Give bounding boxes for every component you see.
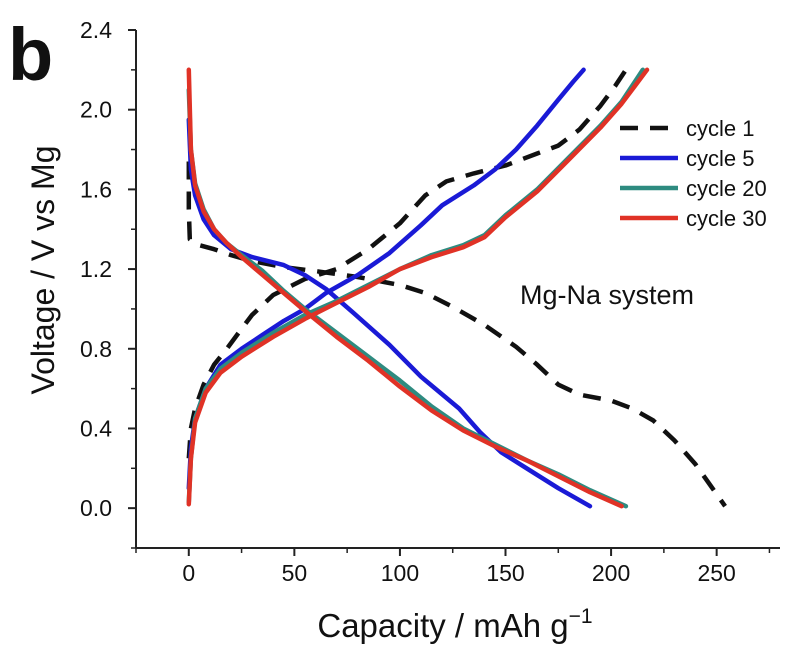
panel-label: b (8, 13, 53, 96)
x-tick-label: 250 (697, 560, 735, 586)
system-annotation: Mg-Na system (520, 280, 694, 310)
tick-labels: 0 50 100 150 200 250 0.0 0.4 0.8 1.2 1.6 2.0 2.4 (80, 17, 736, 586)
x-axis-label-text: Capacity / mAh g (317, 607, 568, 644)
series-curves (186, 67, 727, 509)
legend-label-1: cycle 1 (686, 116, 754, 141)
series-line-2-discharge (186, 117, 593, 509)
y-axis-label: Voltage / V vs Mg (25, 145, 61, 394)
y-tick-label: 1.2 (80, 256, 112, 282)
y-tick-label: 2.4 (80, 17, 112, 43)
x-axis-label-superscript: −1 (569, 605, 593, 628)
x-tick-label: 50 (282, 560, 308, 586)
y-tick-label: 0.4 (80, 415, 112, 441)
legend-label-3: cycle 20 (686, 176, 767, 201)
series-line-4-charge (186, 67, 650, 507)
legend-label-2: cycle 5 (686, 146, 754, 171)
legend: cycle 1 cycle 5 cycle 20 cycle 30 (620, 116, 767, 231)
y-tick-label: 1.6 (80, 176, 112, 202)
axes (135, 30, 780, 549)
y-tick-label: 0.8 (80, 336, 112, 362)
series-line-1-discharge (186, 161, 727, 508)
x-tick-label: 100 (381, 560, 419, 586)
y-tick-label: 0.0 (80, 495, 112, 521)
x-tick-label: 200 (592, 560, 630, 586)
x-tick-label: 0 (182, 560, 195, 586)
tick-marks (128, 29, 771, 556)
x-axis-label: Capacity / mAh g−1 (317, 605, 592, 644)
legend-label-4: cycle 30 (686, 206, 767, 231)
series-line-1-charge (186, 68, 628, 459)
x-tick-label: 150 (486, 560, 524, 586)
series-line-4-discharge (186, 67, 624, 509)
y-tick-label: 2.0 (80, 97, 112, 123)
